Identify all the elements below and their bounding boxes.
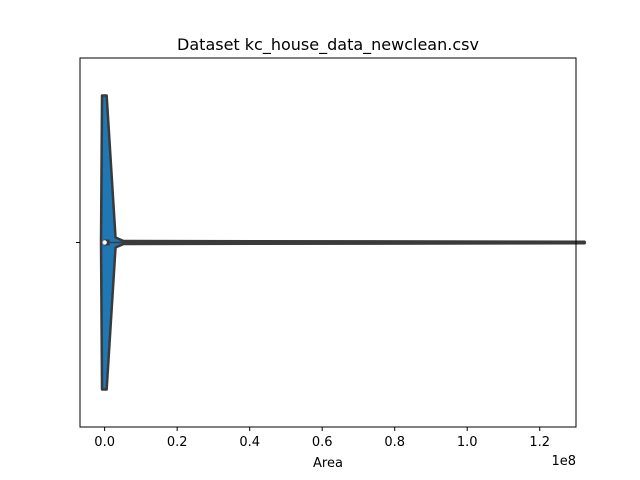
x-tick-label: 0.0: [94, 435, 115, 450]
x-tick-label: 1.2: [529, 435, 550, 450]
chart-title: Dataset kc_house_data_newclean.csv: [177, 35, 479, 55]
x-axis-label: Area: [313, 456, 343, 471]
x-tick-label: 0.2: [167, 435, 188, 450]
plot-area: [99, 94, 586, 391]
violin-median: [102, 240, 107, 245]
x-tick-label: 0.6: [312, 435, 333, 450]
x-offset-label: 1e8: [551, 454, 576, 469]
x-tick-label: 0.8: [384, 435, 405, 450]
x-tick-label: 1.0: [457, 435, 478, 450]
x-axis: 0.0 0.2 0.4 0.6 0.8 1.0 1.2: [94, 427, 550, 450]
x-tick-label: 0.4: [239, 435, 260, 450]
